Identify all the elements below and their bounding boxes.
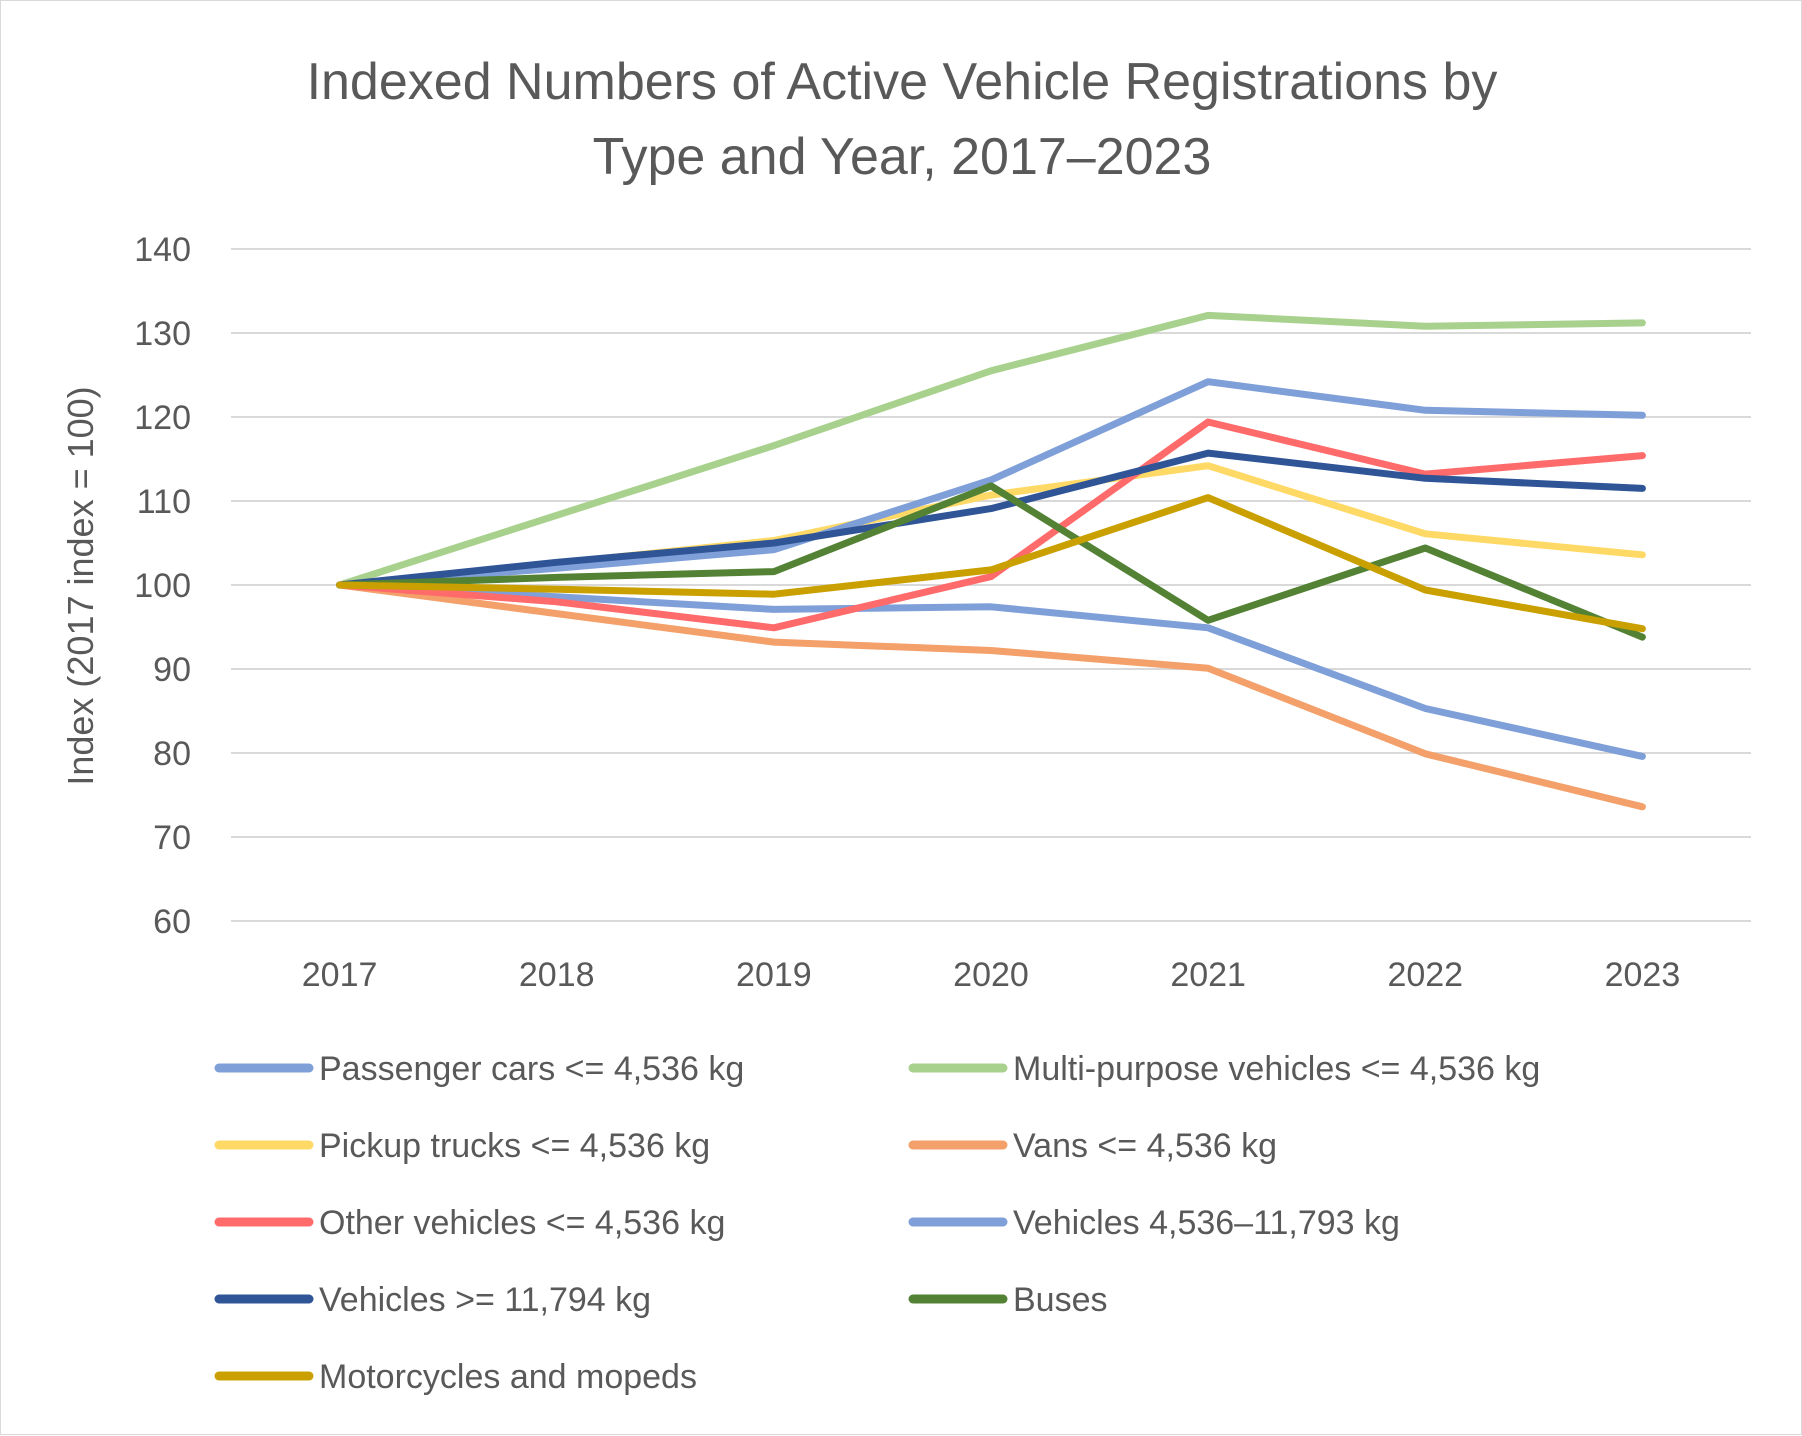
x-tick-label: 2019	[736, 956, 812, 994]
x-tick-label: 2021	[1170, 956, 1246, 994]
y-tick-label: 60	[153, 903, 191, 941]
legend-label: Vehicles 4,536–11,793 kg	[1013, 1204, 1400, 1242]
chart-title-line-1: Indexed Numbers of Active Vehicle Regist…	[307, 53, 1498, 111]
series-line-7	[336, 482, 1646, 641]
legend-label: Passenger cars <= 4,536 kg	[319, 1050, 744, 1088]
x-tick-label: 2023	[1605, 956, 1681, 994]
x-tick-labels: 2017 2018 2019 2020 2021 2022 2023	[302, 956, 1680, 994]
y-tick-label: 120	[134, 399, 191, 437]
legend: Passenger cars <= 4,536 kg Multi-purpose …	[214, 1050, 1540, 1396]
chart-title-line-2: Type and Year, 2017–2023	[593, 128, 1212, 186]
series-line-3	[336, 581, 1646, 811]
series-line-4	[336, 418, 1646, 632]
y-tick-label: 130	[134, 315, 191, 353]
legend-label: Motorcycles and mopeds	[319, 1358, 697, 1396]
x-tick-label: 2020	[953, 956, 1029, 994]
legend-label: Vehicles >= 11,794 kg	[319, 1281, 651, 1319]
series-line-0	[336, 581, 1646, 760]
y-tick-label: 70	[153, 819, 191, 857]
y-tick-label: 140	[134, 231, 191, 269]
y-tick-label: 80	[153, 735, 191, 773]
series-line-6	[336, 449, 1646, 589]
y-axis-title: Index (2017 index = 100)	[60, 386, 101, 785]
series-line-5	[336, 378, 1646, 589]
legend-label: Multi-purpose vehicles <= 4,536 kg	[1013, 1050, 1540, 1088]
legend-label: Other vehicles <= 4,536 kg	[319, 1204, 725, 1242]
series-line-1	[336, 311, 1646, 589]
x-tick-label: 2022	[1387, 956, 1463, 994]
x-tick-label: 2017	[302, 956, 378, 994]
y-tick-label: 90	[153, 651, 191, 689]
y-tick-labels: 60 70 80 90 100 110 120 130 140	[134, 231, 191, 941]
series-line-8	[336, 494, 1646, 633]
series-lines	[336, 311, 1646, 811]
legend-label: Buses	[1013, 1281, 1108, 1319]
legend-label: Vans <= 4,536 kg	[1013, 1127, 1277, 1165]
legend-label: Pickup trucks <= 4,536 kg	[319, 1127, 710, 1165]
y-tick-label: 110	[137, 483, 191, 521]
y-tick-label: 100	[134, 567, 191, 605]
x-tick-label: 2018	[519, 956, 595, 994]
